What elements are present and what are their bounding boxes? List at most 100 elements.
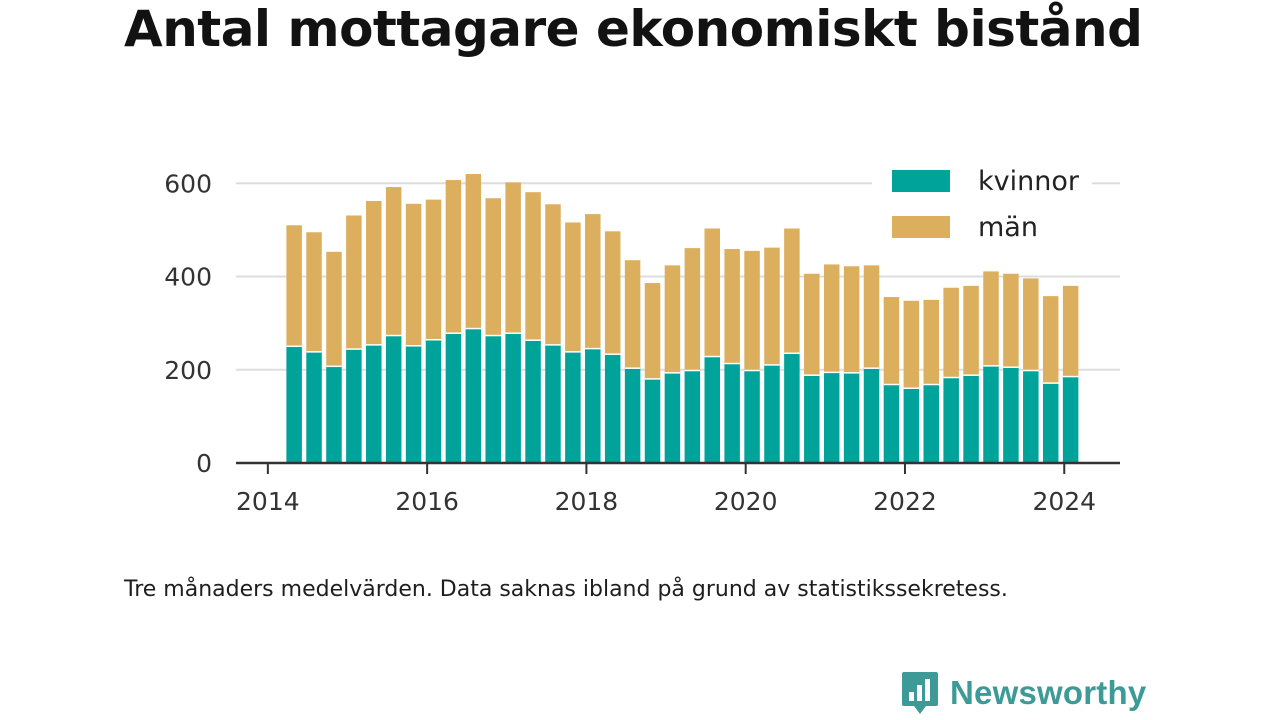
bar-kvinnor-21	[704, 355, 720, 463]
bar-kvinnor-4	[366, 344, 382, 463]
bar-män-33	[943, 287, 959, 377]
bar-kvinnor-34	[963, 374, 979, 463]
y-tick-label-0: 0	[196, 449, 212, 478]
chart-caption: Tre månaders medelvärden. Data saknas ib…	[124, 577, 1008, 602]
bar-kvinnor-10	[485, 334, 501, 463]
bar-kvinnor-30	[883, 383, 900, 463]
bar-kvinnor-5	[385, 334, 402, 463]
bar-män-16	[604, 231, 621, 354]
bar-män-29	[863, 265, 880, 368]
bar-kvinnor-19	[664, 372, 681, 463]
bar-män-10	[485, 198, 501, 335]
stacked-bar-chart: 0 200 400 600 2014 2016 2018 2020 2022 2024 kvinn…	[164, 158, 1120, 516]
bar-män-22	[724, 249, 740, 363]
bar-män-15	[585, 214, 601, 348]
bar-kvinnor-0	[286, 345, 302, 463]
x-tick-label-2024: 2024	[1032, 487, 1096, 516]
bar-kvinnor-13	[545, 344, 561, 463]
bar-kvinnor-14	[565, 351, 581, 463]
bar-män-27	[823, 264, 840, 372]
bar-män-2	[326, 251, 342, 366]
bar-män-23	[744, 250, 760, 370]
bar-kvinnor-23	[744, 369, 760, 463]
bar-män-5	[385, 187, 402, 335]
bar-kvinnor-3	[346, 348, 362, 463]
y-tick-label-400: 400	[164, 263, 212, 292]
bar-män-37	[1023, 278, 1039, 370]
bar-män-0	[286, 225, 302, 346]
bar-män-7	[425, 199, 442, 340]
bar-kvinnor-18	[644, 378, 661, 463]
legend: kvinnor män	[872, 158, 1092, 250]
bar-män-36	[1003, 273, 1019, 367]
y-tick-label-200: 200	[164, 356, 212, 385]
bar-män-31	[903, 300, 920, 388]
bar-män-26	[804, 273, 820, 375]
bar-män-12	[525, 192, 541, 340]
bar-män-32	[923, 299, 940, 384]
legend-label-män: män	[978, 212, 1038, 243]
bar-män-4	[366, 201, 382, 345]
bar-kvinnor-8	[445, 332, 462, 463]
y-tick-label-600: 600	[164, 169, 212, 198]
bar-kvinnor-1	[306, 351, 322, 463]
bar-män-24	[764, 247, 780, 365]
bar-män-39	[1062, 285, 1079, 376]
bar-kvinnor-38	[1042, 382, 1059, 463]
bars	[286, 173, 1079, 463]
bar-kvinnor-20	[684, 369, 701, 463]
bar-män-18	[644, 283, 661, 379]
bar-män-8	[445, 180, 462, 333]
bar-kvinnor-15	[585, 347, 601, 463]
bar-män-34	[963, 285, 979, 375]
bar-kvinnor-22	[724, 362, 740, 463]
bar-kvinnor-9	[465, 327, 482, 463]
bar-kvinnor-11	[505, 332, 521, 463]
bar-kvinnor-32	[923, 383, 940, 463]
bar-kvinnor-27	[823, 371, 840, 463]
bar-män-25	[784, 228, 800, 353]
chart-title: Antal mottagare ekonomiskt bistånd	[124, 0, 1143, 58]
bar-män-1	[306, 232, 322, 352]
x-tick-label-2020: 2020	[714, 487, 778, 516]
newsworthy-logo-icon	[902, 672, 938, 714]
bar-män-38	[1042, 296, 1059, 383]
bar-män-17	[624, 260, 641, 368]
bar-kvinnor-29	[863, 367, 880, 463]
x-tick-label-2018: 2018	[555, 487, 619, 516]
bar-kvinnor-25	[784, 352, 800, 463]
bar-män-28	[843, 266, 860, 373]
bar-män-20	[684, 248, 701, 370]
bar-kvinnor-17	[624, 367, 641, 463]
bar-män-13	[545, 204, 561, 345]
bar-män-30	[883, 297, 900, 384]
bar-kvinnor-24	[764, 364, 780, 463]
legend-swatch-män	[892, 216, 950, 238]
x-tick-label-2014: 2014	[236, 487, 300, 516]
bar-män-19	[664, 265, 681, 373]
bar-separator-9	[465, 326, 482, 330]
bar-kvinnor-7	[425, 339, 442, 463]
bar-kvinnor-39	[1062, 375, 1079, 463]
brand-name: Newsworthy	[950, 674, 1147, 711]
bar-män-3	[346, 215, 362, 349]
bar-kvinnor-26	[804, 374, 820, 463]
bar-separator-18	[644, 376, 661, 380]
legend-swatch-kvinnor	[892, 170, 950, 192]
bar-kvinnor-31	[903, 387, 920, 463]
bar-män-14	[565, 222, 581, 352]
axes: 0 200 400 600 2014 2016 2018 2020 2022 2024	[164, 169, 1120, 516]
bar-män-6	[405, 203, 422, 346]
brand-logo: Newsworthy	[900, 670, 1146, 716]
bar-kvinnor-2	[326, 365, 342, 463]
bar-kvinnor-16	[604, 353, 621, 463]
bar-kvinnor-33	[943, 376, 959, 463]
x-tick-label-2022: 2022	[873, 487, 937, 516]
bar-män-9	[465, 173, 482, 328]
legend-label-kvinnor: kvinnor	[978, 166, 1080, 197]
bar-kvinnor-28	[843, 372, 860, 463]
bar-män-35	[983, 271, 999, 366]
bar-kvinnor-12	[525, 339, 541, 463]
bar-kvinnor-37	[1023, 369, 1039, 463]
bar-män-21	[704, 228, 720, 356]
